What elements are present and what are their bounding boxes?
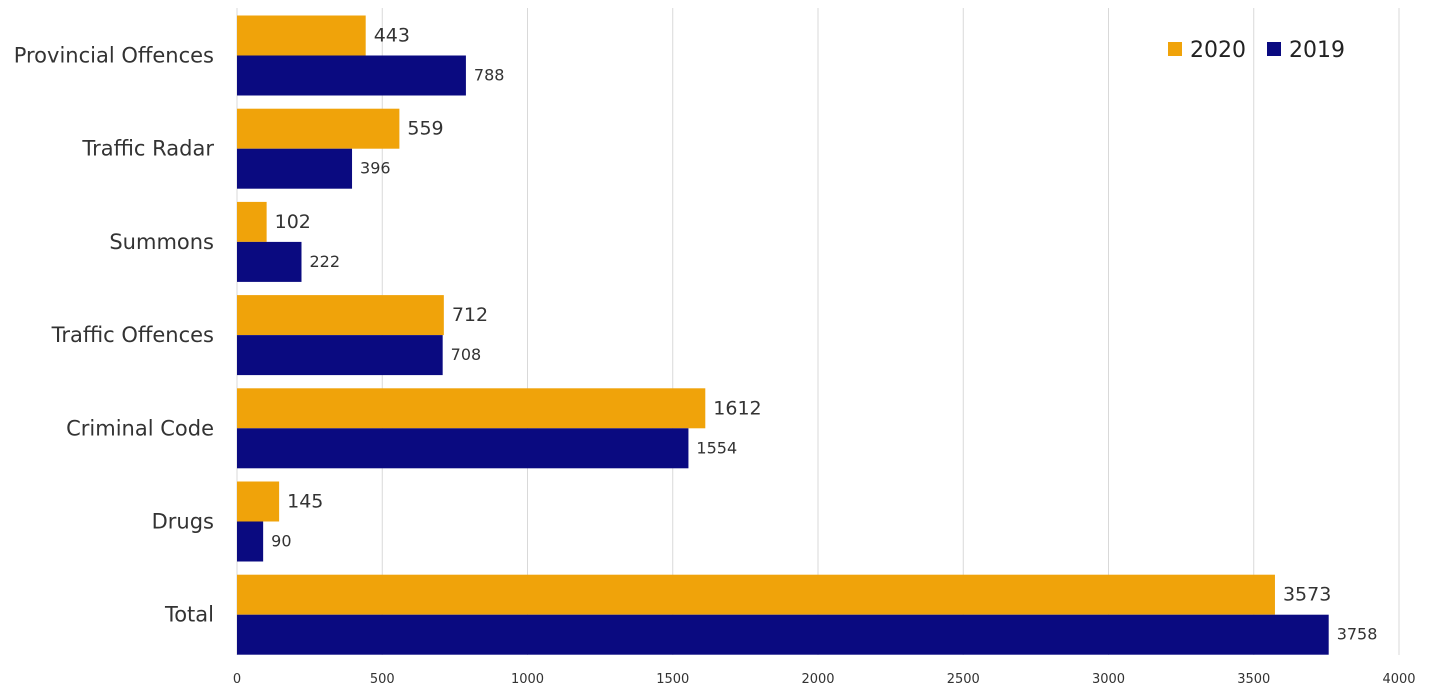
- data-label-2020-traffic-radar: 559: [407, 118, 443, 140]
- x-tick-label-500: 500: [370, 672, 395, 687]
- category-labels: Provincial Offences Traffic Radar Summons T…: [14, 44, 215, 627]
- data-label-2020-summons: 102: [275, 211, 311, 233]
- bar-2020-traffic-offences: [237, 295, 444, 336]
- legend-label-2019: 2019: [1289, 38, 1345, 63]
- data-label-2019-provincial-offences: 788: [474, 66, 505, 85]
- legend-label-2020: 2020: [1190, 38, 1246, 63]
- x-tick-label-2500: 2500: [947, 672, 980, 687]
- x-tick-label-0: 0: [233, 672, 241, 687]
- bars: [237, 15, 1329, 655]
- bar-2019-traffic-radar: [237, 148, 353, 189]
- data-labels: 443 788 559 396 102 222 712 708 1612 1554 145 90 357…: [271, 25, 1377, 644]
- bar-2020-provincial-offences: [237, 15, 366, 56]
- bar-2019-traffic-offences: [237, 335, 443, 376]
- bar-2019-total: [237, 614, 1329, 655]
- bar-2020-drugs: [237, 481, 280, 522]
- x-tick-label-1000: 1000: [511, 672, 544, 687]
- bar-2020-summons: [237, 201, 267, 242]
- x-tick-label-4000: 4000: [1382, 672, 1415, 687]
- bar-2019-provincial-offences: [237, 55, 466, 96]
- x-tick-label-2000: 2000: [801, 672, 834, 687]
- data-label-2019-drugs: 90: [271, 532, 291, 551]
- data-label-2019-summons: 222: [309, 252, 340, 271]
- bar-2020-traffic-radar: [237, 108, 400, 149]
- bar-2019-summons: [237, 241, 302, 282]
- data-label-2020-criminal-code: 1612: [713, 397, 761, 419]
- data-label-2019-criminal-code: 1554: [696, 438, 737, 457]
- x-axis-ticks: 0 500 1000 1500 2000 2500 3000 3500 4000: [233, 672, 1416, 687]
- data-label-2019-traffic-offences: 708: [451, 345, 482, 364]
- bar-2020-criminal-code: [237, 388, 706, 429]
- legend: 2020 2019: [1168, 38, 1345, 63]
- category-label-provincial-offences: Provincial Offences: [14, 44, 214, 68]
- data-label-2020-traffic-offences: 712: [452, 304, 488, 326]
- category-label-traffic-radar: Traffic Radar: [81, 137, 214, 161]
- data-label-2020-total: 3573: [1283, 584, 1331, 606]
- data-label-2020-drugs: 145: [287, 491, 323, 513]
- x-tick-label-1500: 1500: [656, 672, 689, 687]
- data-label-2019-total: 3758: [1337, 625, 1378, 644]
- category-label-traffic-offences: Traffic Offences: [51, 323, 214, 347]
- bar-2019-drugs: [237, 521, 264, 562]
- bar-2020-total: [237, 574, 1275, 615]
- category-label-summons: Summons: [109, 230, 214, 254]
- x-tick-label-3500: 3500: [1237, 672, 1270, 687]
- category-label-drugs: Drugs: [152, 510, 214, 534]
- x-tick-label-3000: 3000: [1092, 672, 1125, 687]
- data-label-2020-provincial-offences: 443: [374, 25, 410, 47]
- legend-swatch-2020: [1168, 42, 1182, 56]
- bar-2019-criminal-code: [237, 428, 689, 469]
- legend-swatch-2019: [1267, 42, 1281, 56]
- category-label-total: Total: [164, 603, 214, 627]
- data-label-2019-traffic-radar: 396: [360, 159, 391, 178]
- category-label-criminal-code: Criminal Code: [66, 416, 214, 440]
